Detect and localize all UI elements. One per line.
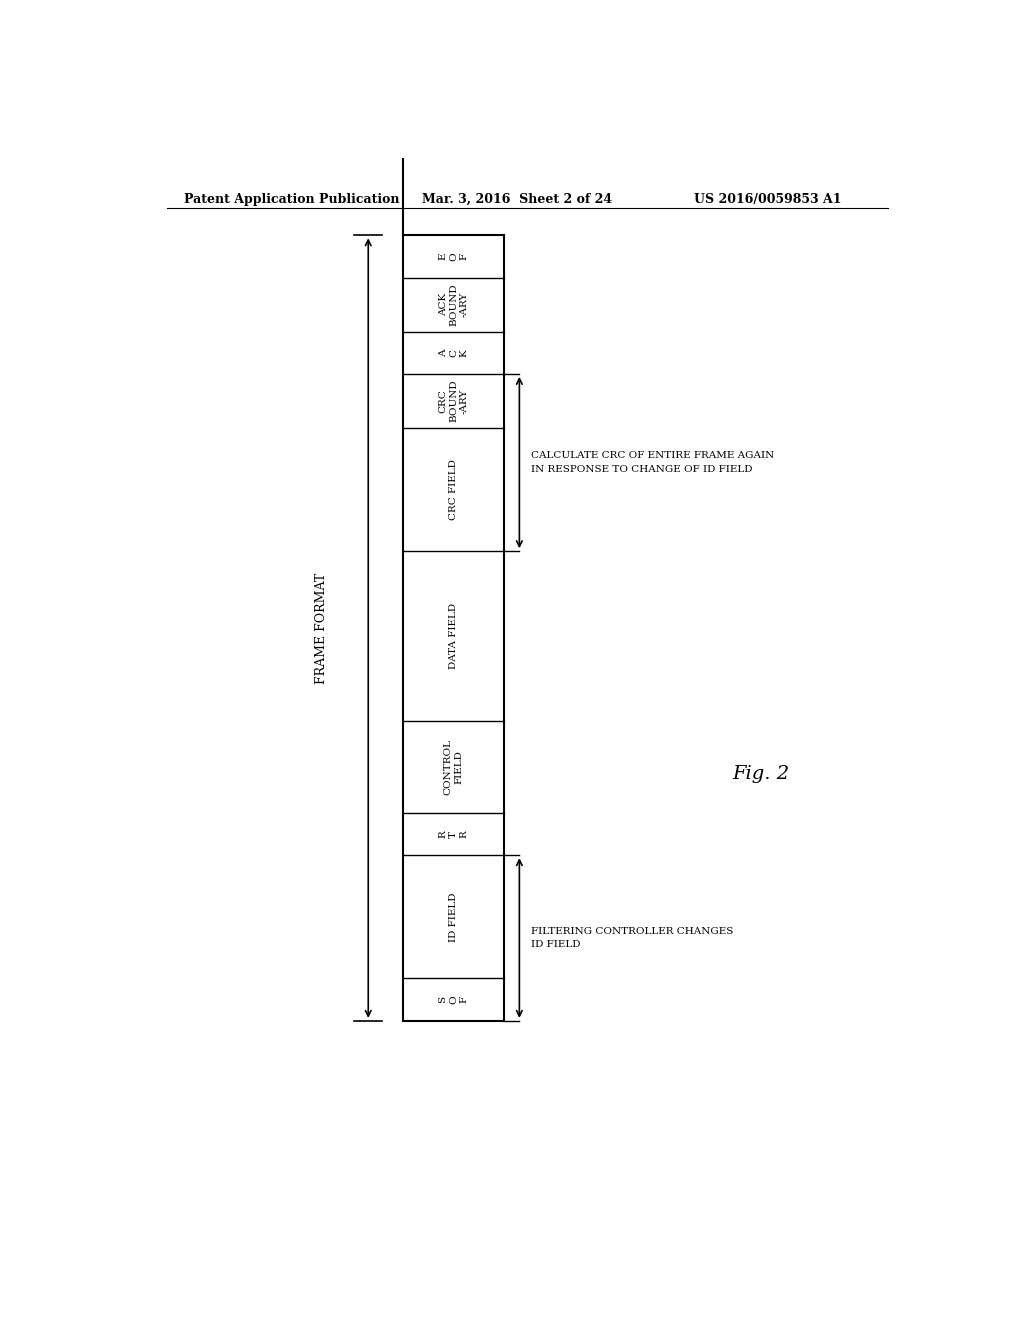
Text: ACK
BOUND
-ARY: ACK BOUND -ARY bbox=[438, 284, 468, 326]
Text: FRAME FORMAT: FRAME FORMAT bbox=[315, 573, 329, 684]
Text: Patent Application Publication: Patent Application Publication bbox=[183, 193, 399, 206]
Text: E
O
F: E O F bbox=[438, 252, 468, 261]
Text: CALCULATE CRC OF ENTIRE FRAME AGAIN
IN RESPONSE TO CHANGE OF ID FIELD: CALCULATE CRC OF ENTIRE FRAME AGAIN IN R… bbox=[531, 451, 774, 474]
Text: ID FIELD: ID FIELD bbox=[449, 892, 458, 941]
Text: R
T
R: R T R bbox=[438, 830, 468, 838]
Text: S
O
F: S O F bbox=[438, 995, 468, 1005]
Text: A
C
K: A C K bbox=[438, 348, 468, 356]
Text: FILTERING CONTROLLER CHANGES
ID FIELD: FILTERING CONTROLLER CHANGES ID FIELD bbox=[531, 927, 733, 949]
Text: US 2016/0059853 A1: US 2016/0059853 A1 bbox=[693, 193, 842, 206]
Text: DATA FIELD: DATA FIELD bbox=[449, 603, 458, 669]
Text: Fig. 2: Fig. 2 bbox=[732, 766, 790, 783]
Text: CRC FIELD: CRC FIELD bbox=[449, 459, 458, 520]
Text: CRC
BOUND
-ARY: CRC BOUND -ARY bbox=[438, 380, 468, 422]
Text: CONTROL
FIELD: CONTROL FIELD bbox=[443, 739, 463, 795]
Text: Mar. 3, 2016  Sheet 2 of 24: Mar. 3, 2016 Sheet 2 of 24 bbox=[423, 193, 612, 206]
